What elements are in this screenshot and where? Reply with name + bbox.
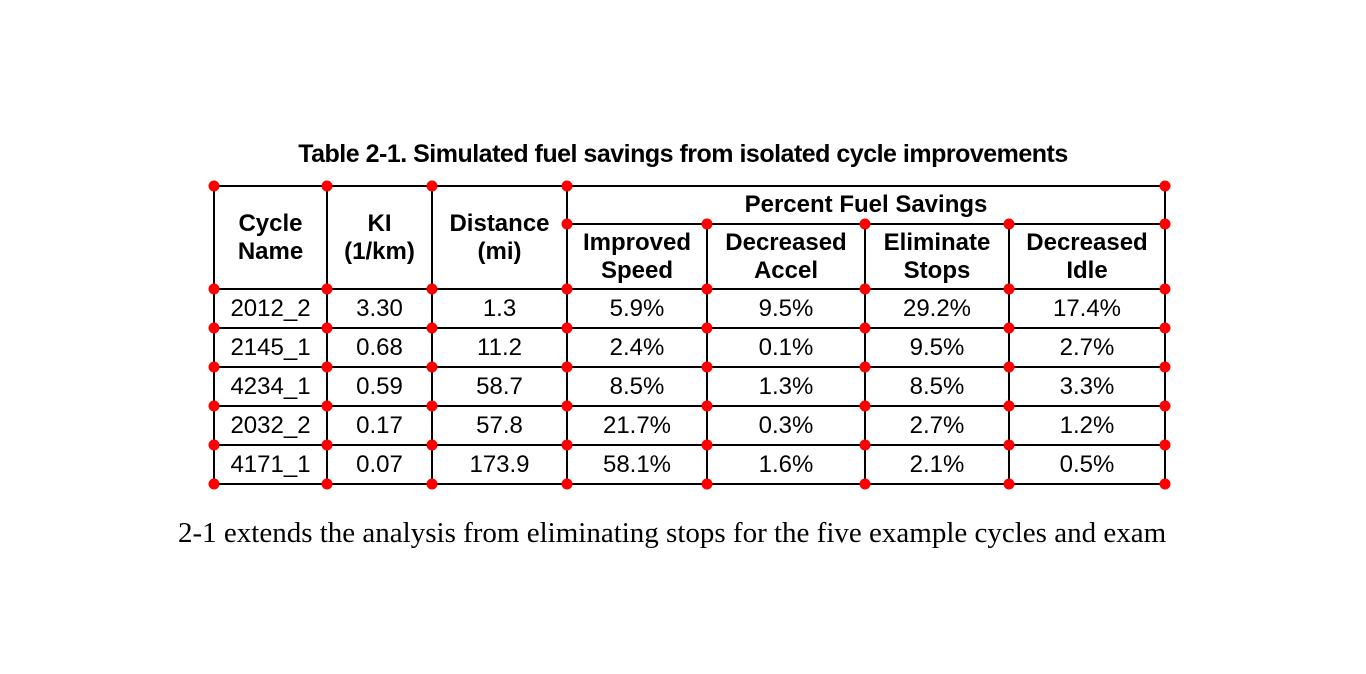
table-caption: Table 2-1. Simulated fuel savings from i… bbox=[298, 140, 1068, 168]
table-cell: 0.1% bbox=[706, 327, 866, 368]
table-cell: 3.3% bbox=[1008, 366, 1166, 407]
table-cell: 58.7 bbox=[431, 366, 568, 407]
table-cell: 2.7% bbox=[1008, 327, 1166, 368]
table-cell: 29.2% bbox=[864, 288, 1010, 329]
table-cell: 4234_1 bbox=[213, 366, 328, 407]
table-cell: 1.3 bbox=[431, 288, 568, 329]
table-cell: 2032_2 bbox=[213, 405, 328, 446]
table-cell: 57.8 bbox=[431, 405, 568, 446]
table-cell: 9.5% bbox=[706, 288, 866, 329]
table-cell: 11.2 bbox=[431, 327, 568, 368]
group-header-percent-fuel-savings: Percent Fuel Savings bbox=[566, 185, 1166, 225]
table-row: 4234_1 0.59 58.7 8.5% 1.3% 8.5% 3.3% bbox=[213, 366, 1166, 407]
table-cell: 5.9% bbox=[566, 288, 708, 329]
table-cell: 21.7% bbox=[566, 405, 708, 446]
table-cell: 0.59 bbox=[326, 366, 433, 407]
table-cell: 2.7% bbox=[864, 405, 1010, 446]
table-row: 2145_1 0.68 11.2 2.4% 0.1% 9.5% 2.7% bbox=[213, 327, 1166, 368]
table-row: 2012_2 3.30 1.3 5.9% 9.5% 29.2% 17.4% bbox=[213, 288, 1166, 329]
table-cell: 4171_1 bbox=[213, 444, 328, 485]
table-header-row: Cycle Name KI (1/km) Distance (mi) Perce… bbox=[213, 185, 1166, 290]
table-cell: 1.3% bbox=[706, 366, 866, 407]
table-cell: 1.6% bbox=[706, 444, 866, 485]
table-cell: 1.2% bbox=[1008, 405, 1166, 446]
table-cell: 0.5% bbox=[1008, 444, 1166, 485]
col-header-eliminate-stops: Eliminate Stops bbox=[864, 223, 1010, 290]
table-cell: 58.1% bbox=[566, 444, 708, 485]
table-cell: 2.4% bbox=[566, 327, 708, 368]
table-cell: 2012_2 bbox=[213, 288, 328, 329]
table-cell: 17.4% bbox=[1008, 288, 1166, 329]
body-text-line: 2-1 extends the analysis from eliminatin… bbox=[178, 517, 1167, 549]
table-cell: 8.5% bbox=[864, 366, 1010, 407]
table-cell: 9.5% bbox=[864, 327, 1010, 368]
table-subheader-row: Improved Speed Decreased Accel Eliminate… bbox=[214, 223, 1166, 290]
col-header-decreased-accel: Decreased Accel bbox=[706, 223, 866, 290]
table-cell: 0.17 bbox=[326, 405, 433, 446]
table-cell: 8.5% bbox=[566, 366, 708, 407]
col-header-improved-speed: Improved Speed bbox=[566, 223, 708, 290]
col-header-cycle-name: Cycle Name bbox=[213, 185, 328, 290]
table-cell: 2.1% bbox=[864, 444, 1010, 485]
table-row: 4171_1 0.07 173.9 58.1% 1.6% 2.1% 0.5% bbox=[213, 444, 1166, 485]
clipped-text-fragment: e bbox=[160, 513, 168, 553]
fuel-savings-table: Cycle Name KI (1/km) Distance (mi) Perce… bbox=[213, 185, 1166, 485]
table-cell: 0.07 bbox=[326, 444, 433, 485]
table-cell: 0.68 bbox=[326, 327, 433, 368]
col-header-distance: Distance (mi) bbox=[431, 185, 568, 290]
col-header-decreased-idle: Decreased Idle bbox=[1008, 223, 1166, 290]
table-row: 2032_2 0.17 57.8 21.7% 0.3% 2.7% 1.2% bbox=[213, 405, 1166, 446]
table-cell: 173.9 bbox=[431, 444, 568, 485]
table-cell: 0.3% bbox=[706, 405, 866, 446]
table-cell: 2145_1 bbox=[213, 327, 328, 368]
col-header-ki: KI (1/km) bbox=[326, 185, 433, 290]
table-cell: 3.30 bbox=[326, 288, 433, 329]
